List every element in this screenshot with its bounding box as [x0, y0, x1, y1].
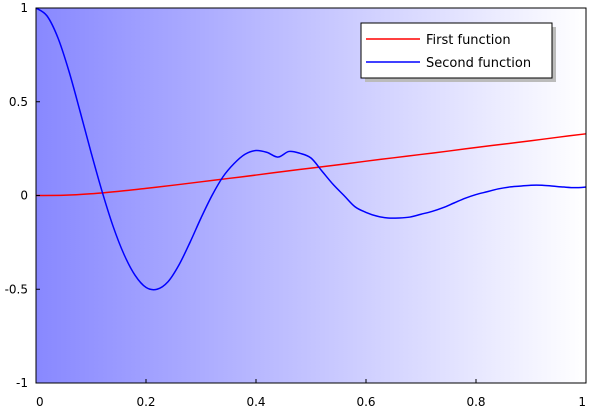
y-tick-label: 0.5 [9, 95, 28, 109]
legend-box [360, 22, 553, 79]
x-tick-label: 0.8 [466, 395, 485, 409]
x-tick-label: 0 [36, 395, 44, 409]
y-tick-label: -1 [16, 376, 28, 390]
x-tick-label: 0.6 [356, 395, 375, 409]
x-tick-label: 1 [578, 395, 586, 409]
legend-label-second-function: Second function [426, 56, 531, 71]
legend-label-first-function: First function [426, 33, 511, 48]
x-tick-label: 0.4 [246, 395, 265, 409]
y-tick-label: -0.5 [5, 282, 28, 296]
series-line-first-function [35, 133, 587, 197]
series-line-second-function [35, 7, 587, 291]
legend: First function Second function [360, 22, 556, 82]
y-tick-label: 0 [20, 189, 28, 203]
y-tick-label: 1 [20, 1, 28, 15]
x-tick-label: 0.2 [136, 395, 155, 409]
